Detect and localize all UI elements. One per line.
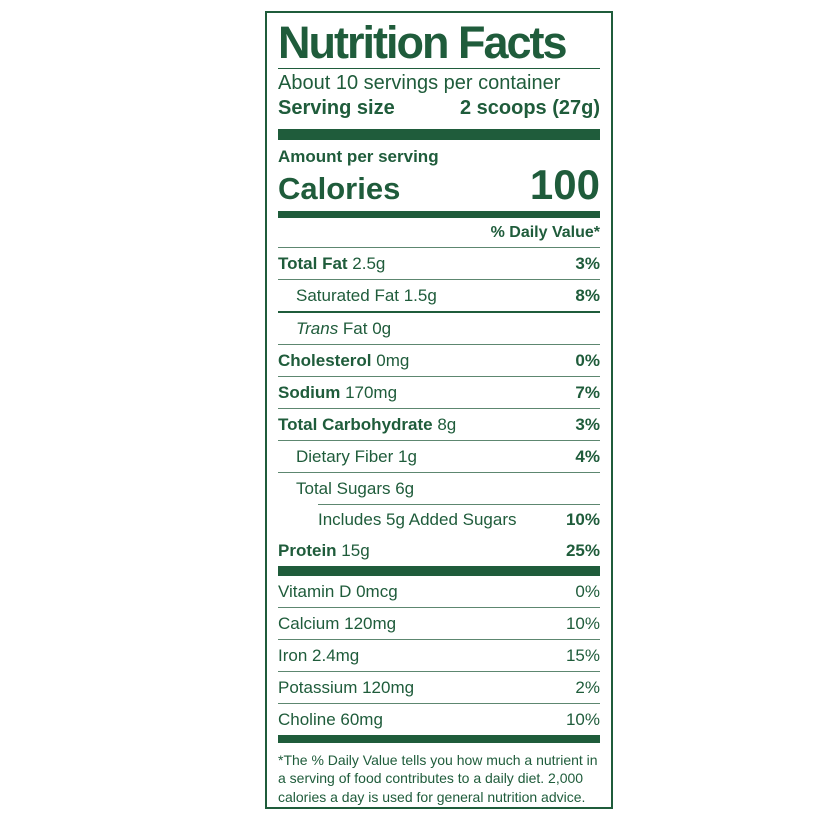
nutrient-amount: Saturated Fat 1.5g: [296, 285, 437, 305]
nutrition-facts-label: Nutrition Facts About 10 servings per co…: [265, 11, 613, 809]
nutrient-row-total-sugars: Total Sugars 6g: [278, 473, 600, 504]
daily-value-percent: 2%: [575, 677, 600, 697]
section-divider-bar: [278, 566, 600, 576]
daily-value-percent: 8%: [575, 285, 600, 305]
nutrient-row-total-carbohydrate: Total Carbohydrate 8g 3%: [278, 409, 600, 441]
nutrient-amount: 0mg: [371, 350, 410, 370]
daily-value-percent: 10%: [565, 709, 600, 729]
section-divider-bar: [278, 735, 600, 743]
nutrient-row-dietary-fiber: Dietary Fiber 1g 4%: [278, 441, 600, 473]
amount-per-serving-label: Amount per serving: [278, 147, 439, 166]
nutrient-row-trans-fat: Trans Fat 0g: [278, 313, 600, 345]
nutrient-amount: Includes 5g Added Sugars: [318, 509, 517, 529]
daily-value-percent: 3%: [575, 253, 600, 273]
nutrient-amount: Fat 0g: [338, 318, 392, 338]
daily-value-percent: 0%: [575, 581, 600, 601]
calories-row: Calories 100: [278, 164, 600, 211]
serving-size-label: Serving size: [278, 97, 395, 119]
nutrient-amount: Dietary Fiber 1g: [296, 446, 417, 466]
nutrient-row-saturated-fat: Saturated Fat 1.5g 8%: [278, 280, 600, 313]
nutrient-amount: Total Sugars 6g: [296, 478, 415, 498]
daily-value-percent: 3%: [575, 414, 600, 434]
nutrient-row-total-fat: Total Fat 2.5g 3%: [278, 248, 600, 280]
nutrient-name: Total Carbohydrate: [278, 414, 433, 434]
nutrient-amount: 15g: [336, 540, 370, 560]
daily-value-percent: 7%: [575, 382, 600, 402]
daily-value-header: % Daily Value*: [278, 218, 600, 248]
nutrient-amount: 170mg: [340, 382, 398, 402]
nutrient-amount: Vitamin D 0mcg: [278, 581, 398, 601]
nutrient-amount: Iron 2.4mg: [278, 645, 360, 665]
nutrient-amount: Choline 60mg: [278, 709, 383, 729]
daily-value-percent: 15%: [565, 645, 600, 665]
serving-size-value: 2 scoops (27g): [459, 97, 600, 119]
label-title: Nutrition Facts: [278, 13, 600, 69]
vitamin-row-choline: Choline 60mg 10%: [278, 704, 600, 735]
nutrient-name-italic: Trans: [296, 318, 339, 338]
nutrient-amount: Calcium 120mg: [278, 613, 397, 633]
vitamin-row-vitamin-d: Vitamin D 0mcg 0%: [278, 576, 600, 608]
daily-value-percent: 4%: [575, 446, 600, 466]
servings-per-container: About 10 servings per container: [278, 72, 561, 94]
daily-value-percent: 10%: [565, 509, 600, 529]
calories-value: 100: [529, 161, 600, 208]
nutrient-row-protein: Protein 15g 25%: [278, 535, 600, 566]
daily-value-percent: 0%: [575, 350, 600, 370]
vitamin-row-iron: Iron 2.4mg 15%: [278, 640, 600, 672]
nutrient-name: Cholesterol: [278, 350, 372, 370]
section-divider-bar: [278, 211, 600, 218]
nutrient-row-sodium: Sodium 170mg 7%: [278, 377, 600, 409]
nutrient-name: Protein: [278, 540, 337, 560]
nutrient-row-cholesterol: Cholesterol 0mg 0%: [278, 345, 600, 377]
nutrient-amount: 2.5g: [347, 253, 386, 273]
daily-value-percent: 25%: [565, 540, 600, 560]
serving-size-row: Serving size 2 scoops (27g): [278, 95, 600, 129]
calories-label: Calories: [278, 171, 401, 206]
vitamin-row-potassium: Potassium 120mg 2%: [278, 672, 600, 704]
nutrient-name: Sodium: [278, 382, 341, 402]
daily-value-footnote: *The % Daily Value tells you how much a …: [278, 752, 598, 805]
nutrient-amount: 8g: [432, 414, 457, 434]
nutrient-amount: Potassium 120mg: [278, 677, 415, 697]
daily-value-percent: 10%: [565, 613, 600, 633]
nutrient-name: Total Fat: [278, 253, 348, 273]
nutrient-row-added-sugars: Includes 5g Added Sugars 10%: [278, 504, 600, 535]
vitamin-row-calcium: Calcium 120mg 10%: [278, 608, 600, 640]
section-divider-bar: [278, 129, 600, 140]
